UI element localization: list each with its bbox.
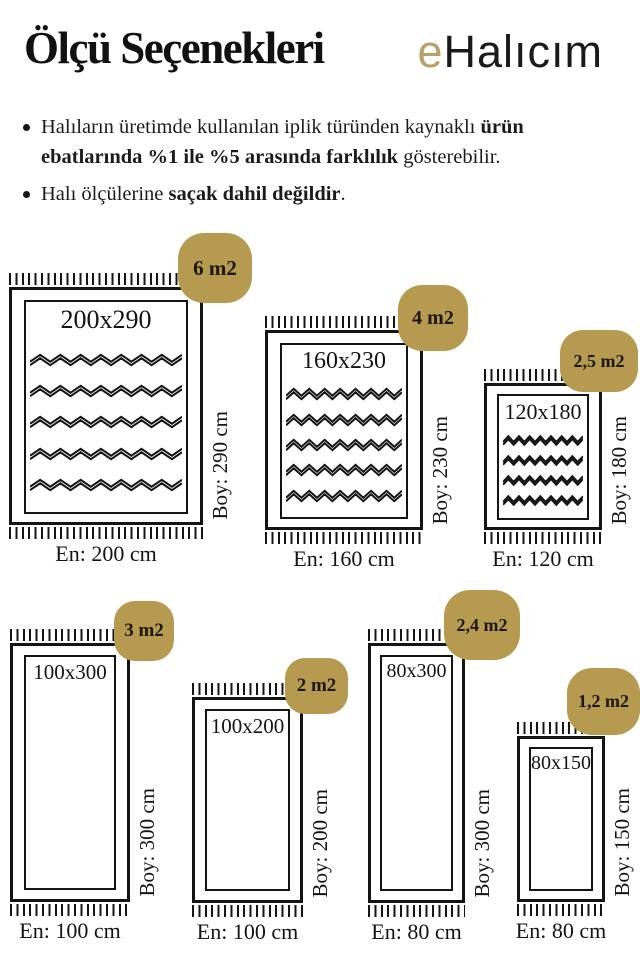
area-badge: 3 m2 bbox=[114, 601, 174, 661]
rug-pattern bbox=[26, 335, 186, 512]
rug-pattern bbox=[207, 739, 288, 889]
fringe-bottom bbox=[10, 904, 130, 916]
area-badge: 2,5 m2 bbox=[560, 330, 638, 392]
rug-size-label: 100x300 bbox=[33, 660, 107, 684]
area-badge: 6 m2 bbox=[178, 233, 252, 303]
rug-diagram-160x230: 4 m2 160x230 Boy: 230 cm En: 160 cm bbox=[265, 285, 468, 571]
brand-logo: eHalıcım bbox=[417, 26, 603, 78]
rug-size-label: 100x200 bbox=[210, 714, 285, 738]
rug-length-label: Boy: 200 cm bbox=[308, 788, 332, 898]
rug-diagram-80x300: 2,4 m2 80x300 Boy: 300 cm En: 80 cm bbox=[368, 590, 520, 944]
rug-inner-border: 120x180 bbox=[497, 394, 589, 520]
rug-outline: 100x200 bbox=[192, 697, 303, 903]
note-item: Halı ölçülerine saçak dahil değildir. bbox=[22, 179, 582, 209]
fringe-bottom bbox=[368, 905, 465, 917]
rug-inner-border: 100x200 bbox=[205, 709, 290, 891]
rug-outline: 100x300 bbox=[10, 643, 130, 902]
zigzag-row bbox=[286, 388, 402, 401]
rug-size-label: 80x300 bbox=[386, 660, 447, 682]
rug-inner-border: 80x300 bbox=[380, 655, 453, 891]
rug-diagram-120x180: 2,5 m2 120x180 Boy: 180 cm En: 120 cm bbox=[484, 330, 638, 571]
note-text: Halıların üretimde kullanılan iplik türü… bbox=[41, 116, 481, 138]
fringe-top bbox=[265, 316, 423, 328]
zigzag-row bbox=[286, 413, 402, 426]
note-text-bold: saçak dahil değildir bbox=[168, 183, 341, 205]
brand-logo-prefix: e bbox=[417, 26, 444, 77]
rug-size-label: 120x180 bbox=[504, 399, 582, 424]
brand-logo-name: Halıcım bbox=[443, 26, 603, 77]
area-badge: 2,4 m2 bbox=[444, 590, 520, 660]
rug-width-label: En: 80 cm bbox=[371, 919, 462, 944]
fringe-bottom bbox=[9, 527, 203, 539]
zigzag-row bbox=[30, 416, 182, 429]
rug-length-label: Boy: 150 cm bbox=[610, 787, 634, 897]
zigzag-row bbox=[286, 439, 402, 451]
rug-diagram-80x150: 1,2 m2 80x150 Boy: 150 cm En: 80 cm bbox=[516, 668, 640, 943]
rug-inner-border: 200x290 bbox=[24, 300, 188, 514]
rug-outline: 120x180 bbox=[484, 383, 602, 530]
notes-list: Halıların üretimde kullanılan iplik türü… bbox=[22, 112, 582, 216]
zigzag-row bbox=[286, 464, 402, 477]
zigzag-row bbox=[30, 354, 182, 367]
rug-outline: 80x300 bbox=[368, 643, 465, 903]
rug-diagram-100x300: 3 m2 100x300 Boy: 300 cm En: 100 cm bbox=[10, 601, 174, 943]
rug-outline: 160x230 bbox=[265, 330, 423, 530]
rug-pattern bbox=[26, 685, 114, 888]
rug-width-label: En: 100 cm bbox=[196, 919, 299, 944]
rug-width-label: En: 80 cm bbox=[515, 918, 607, 943]
rug-pattern bbox=[382, 683, 451, 889]
rug-size-label: 80x150 bbox=[531, 752, 591, 774]
note-text: Halı ölçülerine bbox=[41, 183, 169, 205]
rug-length-label: Boy: 180 cm bbox=[607, 415, 631, 525]
rug-pattern bbox=[531, 775, 591, 889]
rug-length-label: Boy: 290 cm bbox=[208, 410, 232, 520]
fringe-bottom bbox=[517, 904, 605, 916]
page-title: Ölçü Seçenekleri bbox=[24, 23, 325, 73]
fringe-bottom bbox=[265, 532, 423, 544]
zigzag-row bbox=[503, 495, 583, 506]
note-text: . bbox=[340, 183, 346, 205]
rug-size-label: 160x230 bbox=[302, 348, 386, 374]
fringe-bottom bbox=[192, 905, 303, 917]
area-badge: 4 m2 bbox=[398, 285, 468, 351]
note-text-bold: ürün ebatlarında %1 ile %5 arasında fark… bbox=[41, 116, 524, 168]
rug-inner-border: 160x230 bbox=[280, 343, 408, 519]
rug-width-label: En: 120 cm bbox=[492, 546, 594, 571]
fringe-top bbox=[9, 273, 203, 285]
rug-width-label: En: 200 cm bbox=[55, 541, 157, 566]
rug-length-label: Boy: 230 cm bbox=[428, 415, 452, 525]
rug-outline: 80x150 bbox=[517, 736, 605, 902]
rug-length-label: Boy: 300 cm bbox=[135, 787, 159, 897]
rug-pattern bbox=[499, 425, 587, 518]
fringe-top bbox=[10, 629, 130, 641]
zigzag-row bbox=[286, 489, 402, 502]
rug-inner-border: 80x150 bbox=[529, 747, 593, 891]
note-item: Halıların üretimde kullanılan iplik türü… bbox=[22, 112, 582, 172]
rug-diagram-100x200: 2 m2 100x200 Boy: 200 cm En: 100 cm bbox=[192, 658, 348, 944]
area-badge: 2 m2 bbox=[285, 658, 348, 714]
rug-width-label: En: 160 cm bbox=[293, 546, 395, 571]
rug-size-label: 200x290 bbox=[60, 305, 152, 334]
zigzag-row bbox=[30, 447, 182, 460]
zigzag-row bbox=[30, 385, 182, 398]
zigzag-row bbox=[503, 455, 583, 466]
rug-length-label: Boy: 300 cm bbox=[470, 788, 494, 898]
rug-pattern bbox=[282, 375, 406, 517]
rug-diagram-200x290: 6 m2 200x290 Boy: 290 cm En: 200 cm bbox=[9, 233, 252, 566]
zigzag-row bbox=[503, 435, 583, 446]
rug-width-label: En: 100 cm bbox=[19, 918, 121, 943]
note-text: gösterebilir. bbox=[398, 146, 501, 168]
fringe-top bbox=[368, 629, 465, 641]
fringe-bottom bbox=[484, 532, 602, 544]
rug-outline: 200x290 bbox=[9, 287, 203, 525]
area-badge: 1,2 m2 bbox=[567, 668, 640, 735]
fringe-top bbox=[192, 683, 303, 695]
rug-inner-border: 100x300 bbox=[24, 655, 116, 890]
zigzag-row bbox=[503, 475, 583, 486]
zigzag-row bbox=[30, 478, 182, 491]
